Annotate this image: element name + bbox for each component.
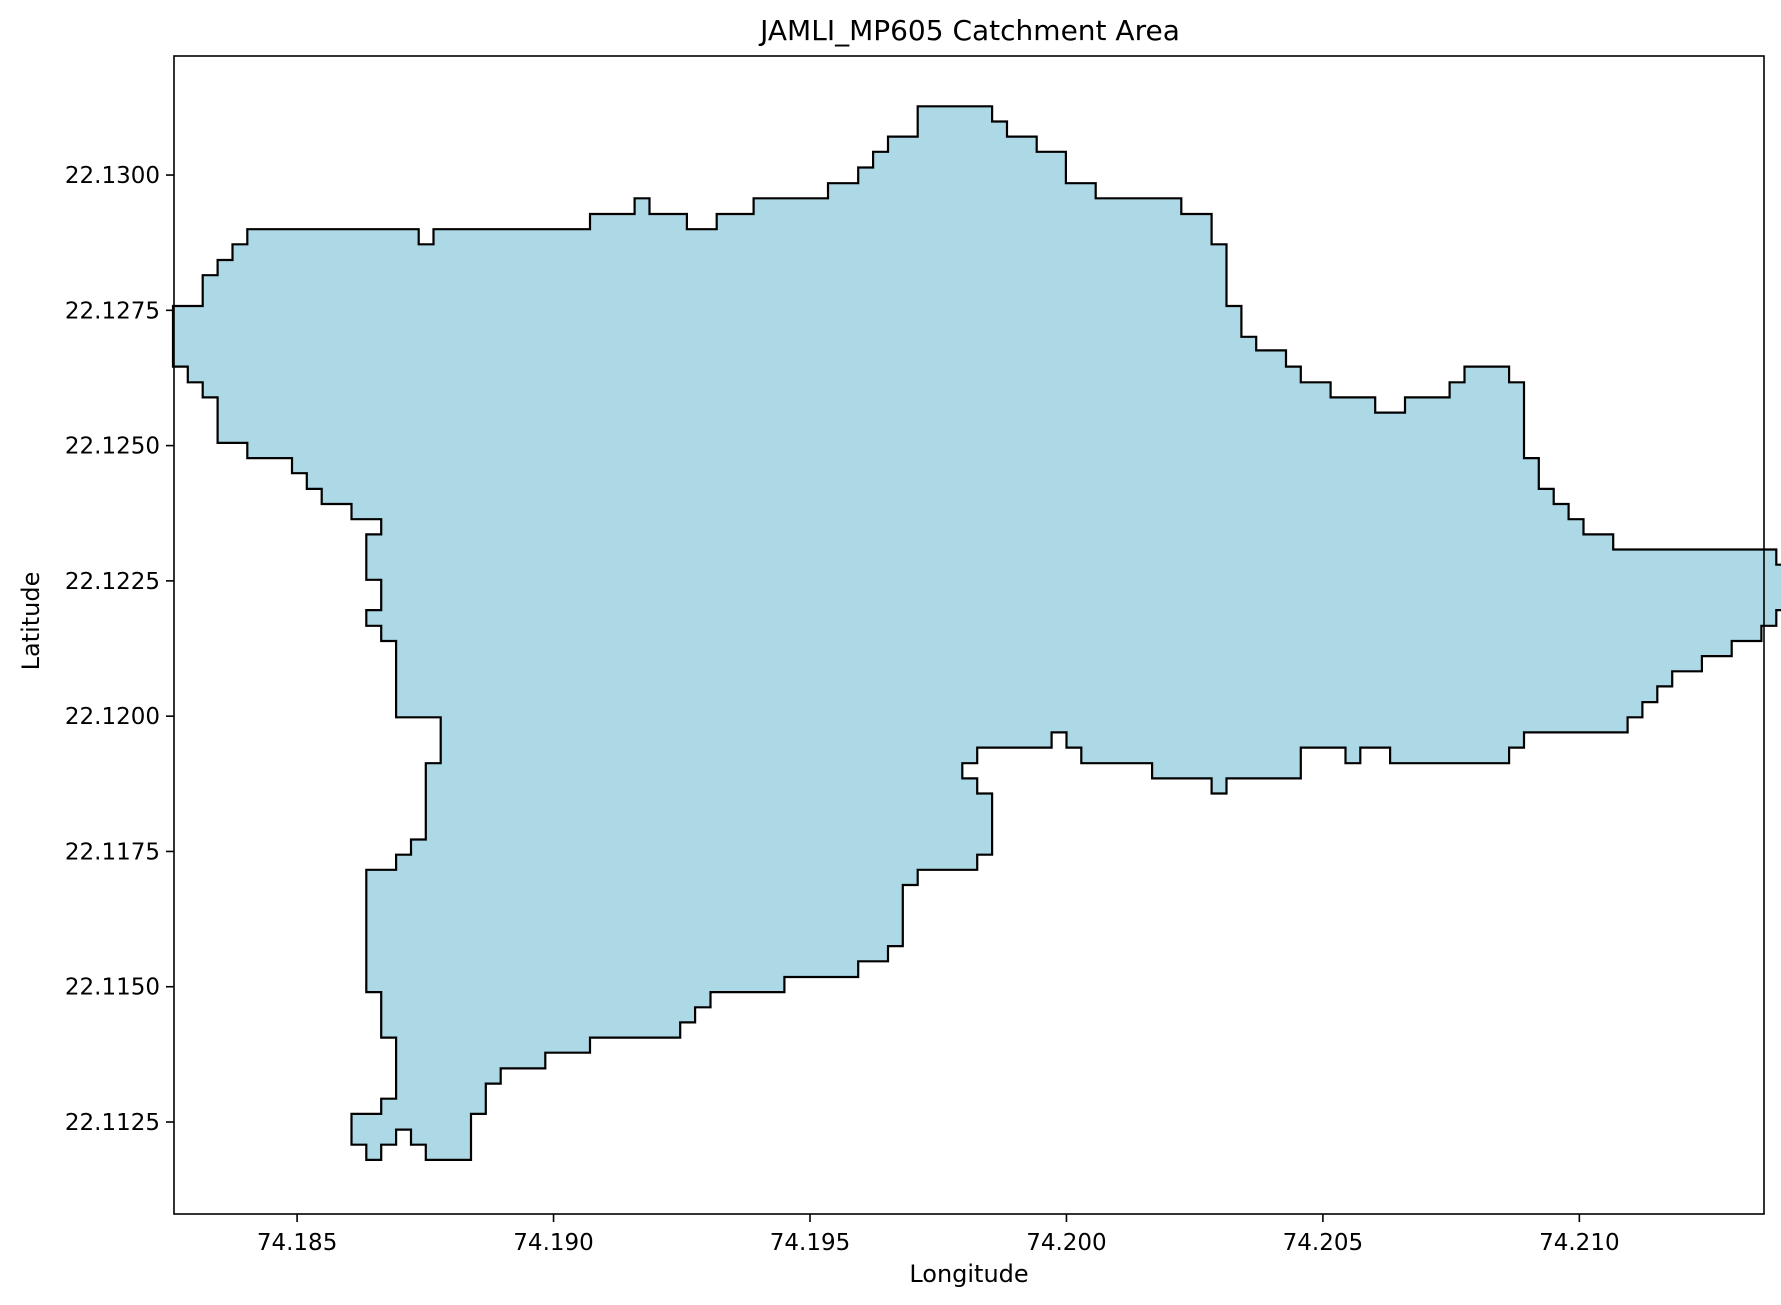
y-tick-label: 22.1125	[65, 1110, 160, 1136]
y-tick-label: 22.1200	[65, 704, 160, 730]
x-tick-label: 74.210	[1539, 1230, 1619, 1256]
x-axis: 74.185 74.190 74.195 74.200 74.205 74.210	[257, 1214, 1620, 1256]
x-axis-label: Longitude	[909, 1260, 1028, 1288]
y-tick-label: 22.1300	[65, 163, 160, 189]
y-tick-label: 22.1250	[65, 434, 160, 460]
x-tick-label: 74.195	[770, 1230, 850, 1256]
x-tick-label: 74.205	[1283, 1230, 1363, 1256]
x-tick-label: 74.200	[1026, 1230, 1106, 1256]
axes-frame	[173, 55, 1765, 1215]
x-tick-label: 74.185	[257, 1230, 337, 1256]
plot-area	[171, 55, 1781, 1215]
y-axis: 22.1125 22.1150 22.1175 22.1200 22.1225 22.12…	[65, 163, 174, 1136]
y-tick-label: 22.1150	[65, 975, 160, 1001]
x-tick-label: 74.190	[513, 1230, 593, 1256]
chart-title: JAMLI_MP605 Catchment Area	[758, 14, 1180, 47]
catchment-polygon	[171, 105, 1781, 1161]
y-tick-label: 22.1275	[65, 298, 160, 324]
y-axis-label: Latitude	[17, 572, 45, 671]
y-tick-label: 22.1175	[65, 839, 160, 865]
y-tick-label: 22.1225	[65, 569, 160, 595]
